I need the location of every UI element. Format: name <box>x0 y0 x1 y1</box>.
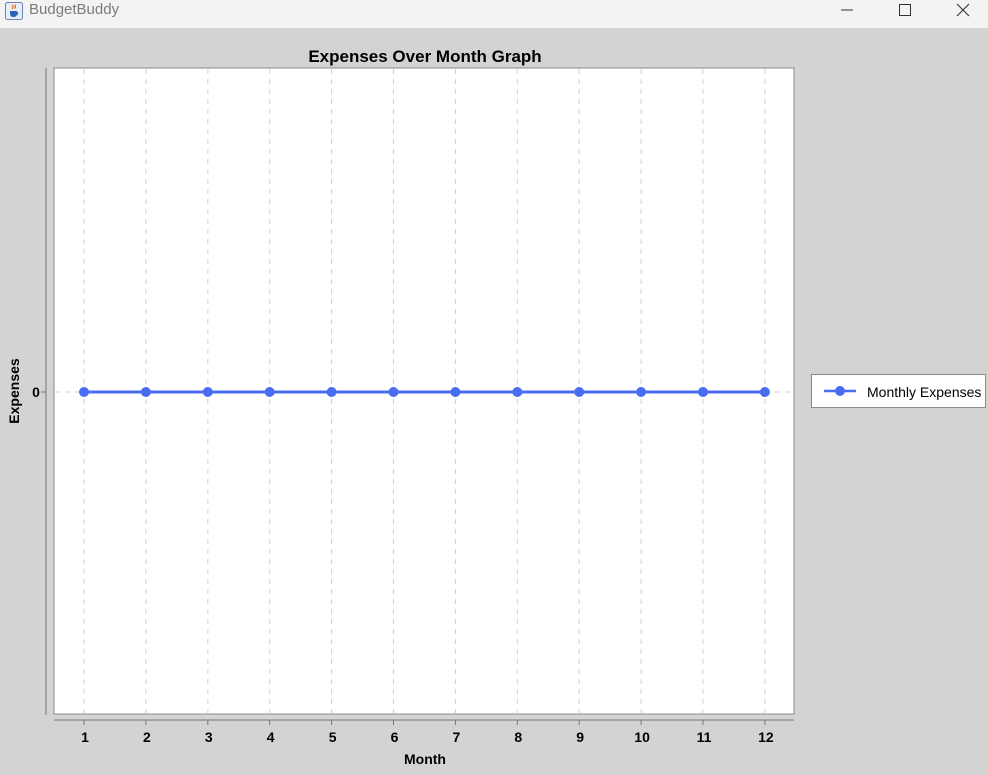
data-point <box>759 387 770 397</box>
data-point <box>450 387 461 397</box>
x-axis-label: Month <box>404 751 446 767</box>
x-tick-label: 9 <box>576 729 584 745</box>
legend-label: Monthly Expenses <box>867 384 982 400</box>
data-point <box>512 387 523 397</box>
x-ticks: 1 2 3 4 5 6 7 8 9 10 11 12 <box>81 720 774 745</box>
x-tick-label: 12 <box>758 729 774 745</box>
x-tick-label: 7 <box>453 729 461 745</box>
java-cup-icon <box>5 2 23 20</box>
data-point <box>326 387 337 397</box>
legend-line-marker-icon <box>824 386 856 396</box>
data-point <box>202 387 213 397</box>
data-point <box>574 387 585 397</box>
x-tick-label: 8 <box>514 729 522 745</box>
data-point <box>79 387 89 397</box>
data-point <box>636 387 647 397</box>
window-title: BudgetBuddy <box>29 1 120 18</box>
chart-title: Expenses Over Month Graph <box>308 47 541 66</box>
close-icon <box>956 3 970 17</box>
data-point <box>264 387 275 397</box>
y-tick-label: 0 <box>32 384 40 400</box>
data-point <box>698 387 708 397</box>
x-tick-label: 4 <box>267 729 275 745</box>
data-point <box>140 387 151 397</box>
x-tick-label: 10 <box>634 729 650 745</box>
minimize-button[interactable] <box>818 0 876 20</box>
y-axis-label: Expenses <box>6 358 22 424</box>
title-bar: BudgetBuddy <box>0 0 988 28</box>
x-tick-label: 6 <box>391 729 399 745</box>
minimize-icon <box>841 9 853 11</box>
x-tick-label: 3 <box>205 729 213 745</box>
chart: Expenses Over Month Graph 0 1 2 3 4 5 6 7 8 9 10 1… <box>6 47 795 767</box>
data-point <box>388 387 399 397</box>
series-monthly-expenses <box>79 387 770 397</box>
close-button[interactable] <box>934 0 988 20</box>
y-ticks: 0 <box>32 384 46 400</box>
maximize-icon <box>899 4 911 16</box>
x-tick-label: 2 <box>143 729 151 745</box>
x-tick-label: 1 <box>81 729 89 745</box>
x-tick-label: 11 <box>697 729 712 745</box>
legend: Monthly Expenses <box>811 374 986 408</box>
x-tick-label: 5 <box>329 729 337 745</box>
maximize-button[interactable] <box>876 0 934 20</box>
